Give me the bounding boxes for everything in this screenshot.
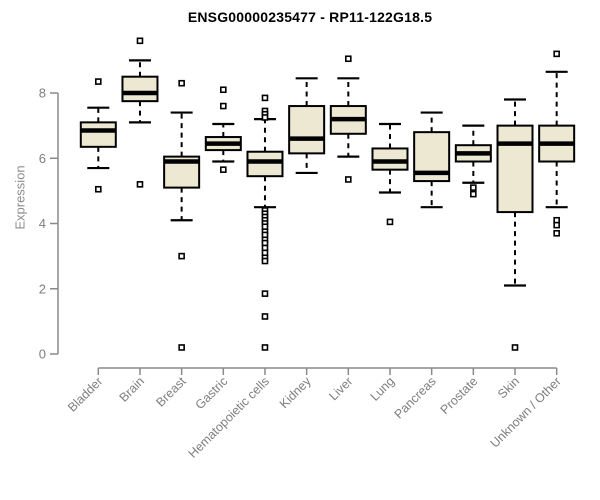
x-tick-label: Kidney: [277, 374, 314, 411]
outlier-point: [220, 166, 227, 173]
outlier-point: [95, 185, 102, 193]
outlier-point: [553, 229, 560, 237]
x-tick-label: Pancreas: [392, 374, 439, 421]
x-tick-label: Bladder: [65, 374, 105, 414]
outlier-point: [136, 181, 144, 188]
x-tick-label: Prostate: [438, 374, 481, 417]
y-tick-label: 4: [39, 216, 46, 231]
outlier-point: [261, 257, 269, 265]
x-tick-label: Unknown / Other: [488, 374, 564, 450]
outlier-point: [470, 190, 477, 198]
outlier-point: [136, 37, 144, 45]
box-iqr: [496, 124, 534, 214]
box-iqr: [288, 105, 326, 155]
outlier-point: [386, 218, 394, 226]
outlier-point: [553, 221, 560, 229]
outlier-point: [511, 344, 519, 351]
box-iqr: [246, 150, 284, 178]
y-tick-label: 8: [39, 86, 46, 101]
outlier-point: [470, 184, 477, 191]
outlier-point: [178, 252, 185, 260]
outlier-point: [261, 290, 269, 297]
x-tick-label: Breast: [153, 374, 189, 410]
x-tick-label: Hematopoietic cells: [186, 374, 273, 461]
x-tick-label: Lung: [368, 374, 398, 404]
outlier-point: [95, 78, 102, 85]
outlier-point: [553, 50, 560, 58]
outlier-point: [345, 176, 352, 183]
outlier-point: [178, 79, 185, 87]
x-tick-label: Brain: [117, 374, 148, 405]
outlier-point: [345, 55, 352, 63]
chart-title: ENSG00000235477 - RP11-122G18.5: [187, 9, 433, 25]
outlier-point: [261, 313, 269, 320]
outlier-point: [178, 344, 185, 351]
y-tick-label: 2: [39, 281, 46, 296]
x-tick-label: Liver: [326, 374, 355, 403]
box-iqr: [121, 75, 159, 103]
box-iqr: [371, 147, 409, 171]
outlier-point: [220, 86, 227, 94]
box-iqr: [79, 121, 117, 148]
x-tick-label: Skin: [495, 374, 522, 401]
outlier-point: [261, 114, 269, 121]
outlier-point: [261, 344, 269, 351]
outlier-point: [261, 94, 269, 102]
outlier-point: [220, 102, 227, 110]
y-tick-label: 6: [39, 151, 46, 166]
x-tick-label: Gastric: [193, 374, 231, 412]
y-tick-label: 0: [39, 347, 46, 362]
